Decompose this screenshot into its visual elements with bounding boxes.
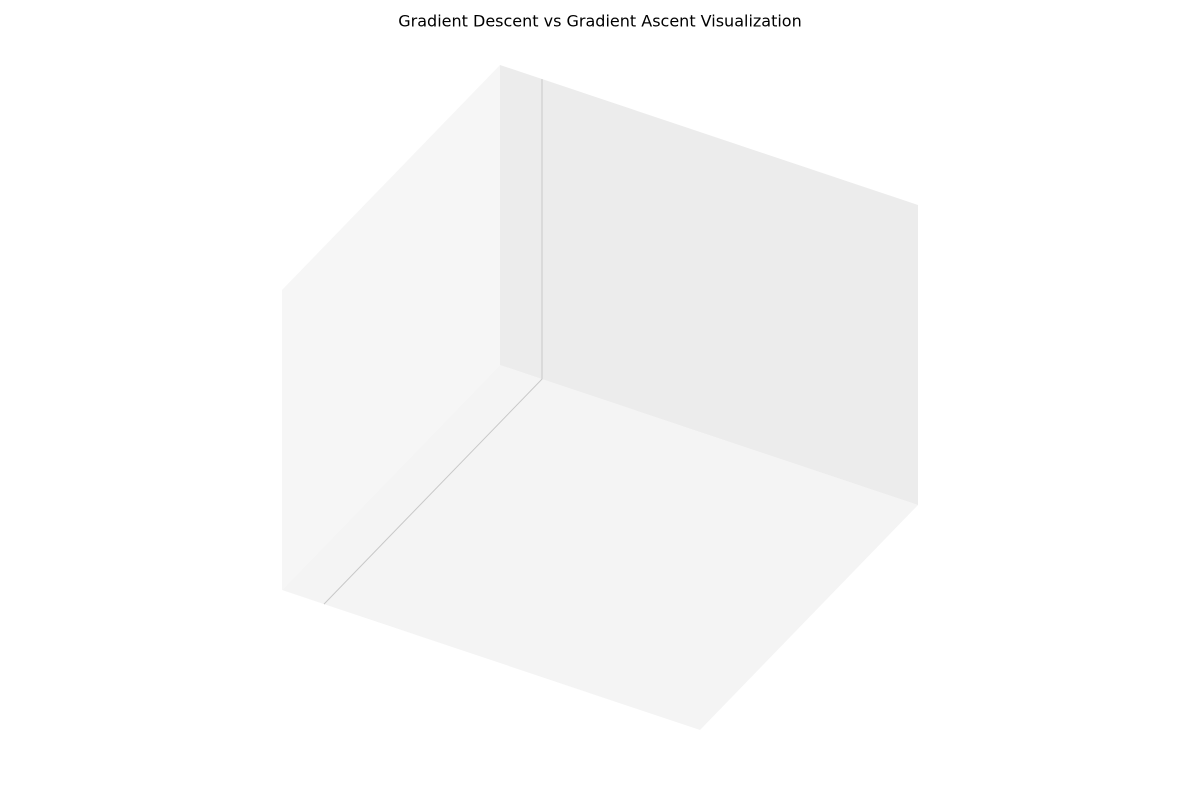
- grid-line: [323, 79, 543, 605]
- chart-title: Gradient Descent vs Gradient Ascent Visu…: [398, 12, 801, 31]
- back-pane: [500, 65, 918, 505]
- grid: [323, 79, 543, 605]
- floor-pane: [282, 365, 918, 730]
- panes: [282, 65, 918, 730]
- left-pane: [282, 65, 500, 590]
